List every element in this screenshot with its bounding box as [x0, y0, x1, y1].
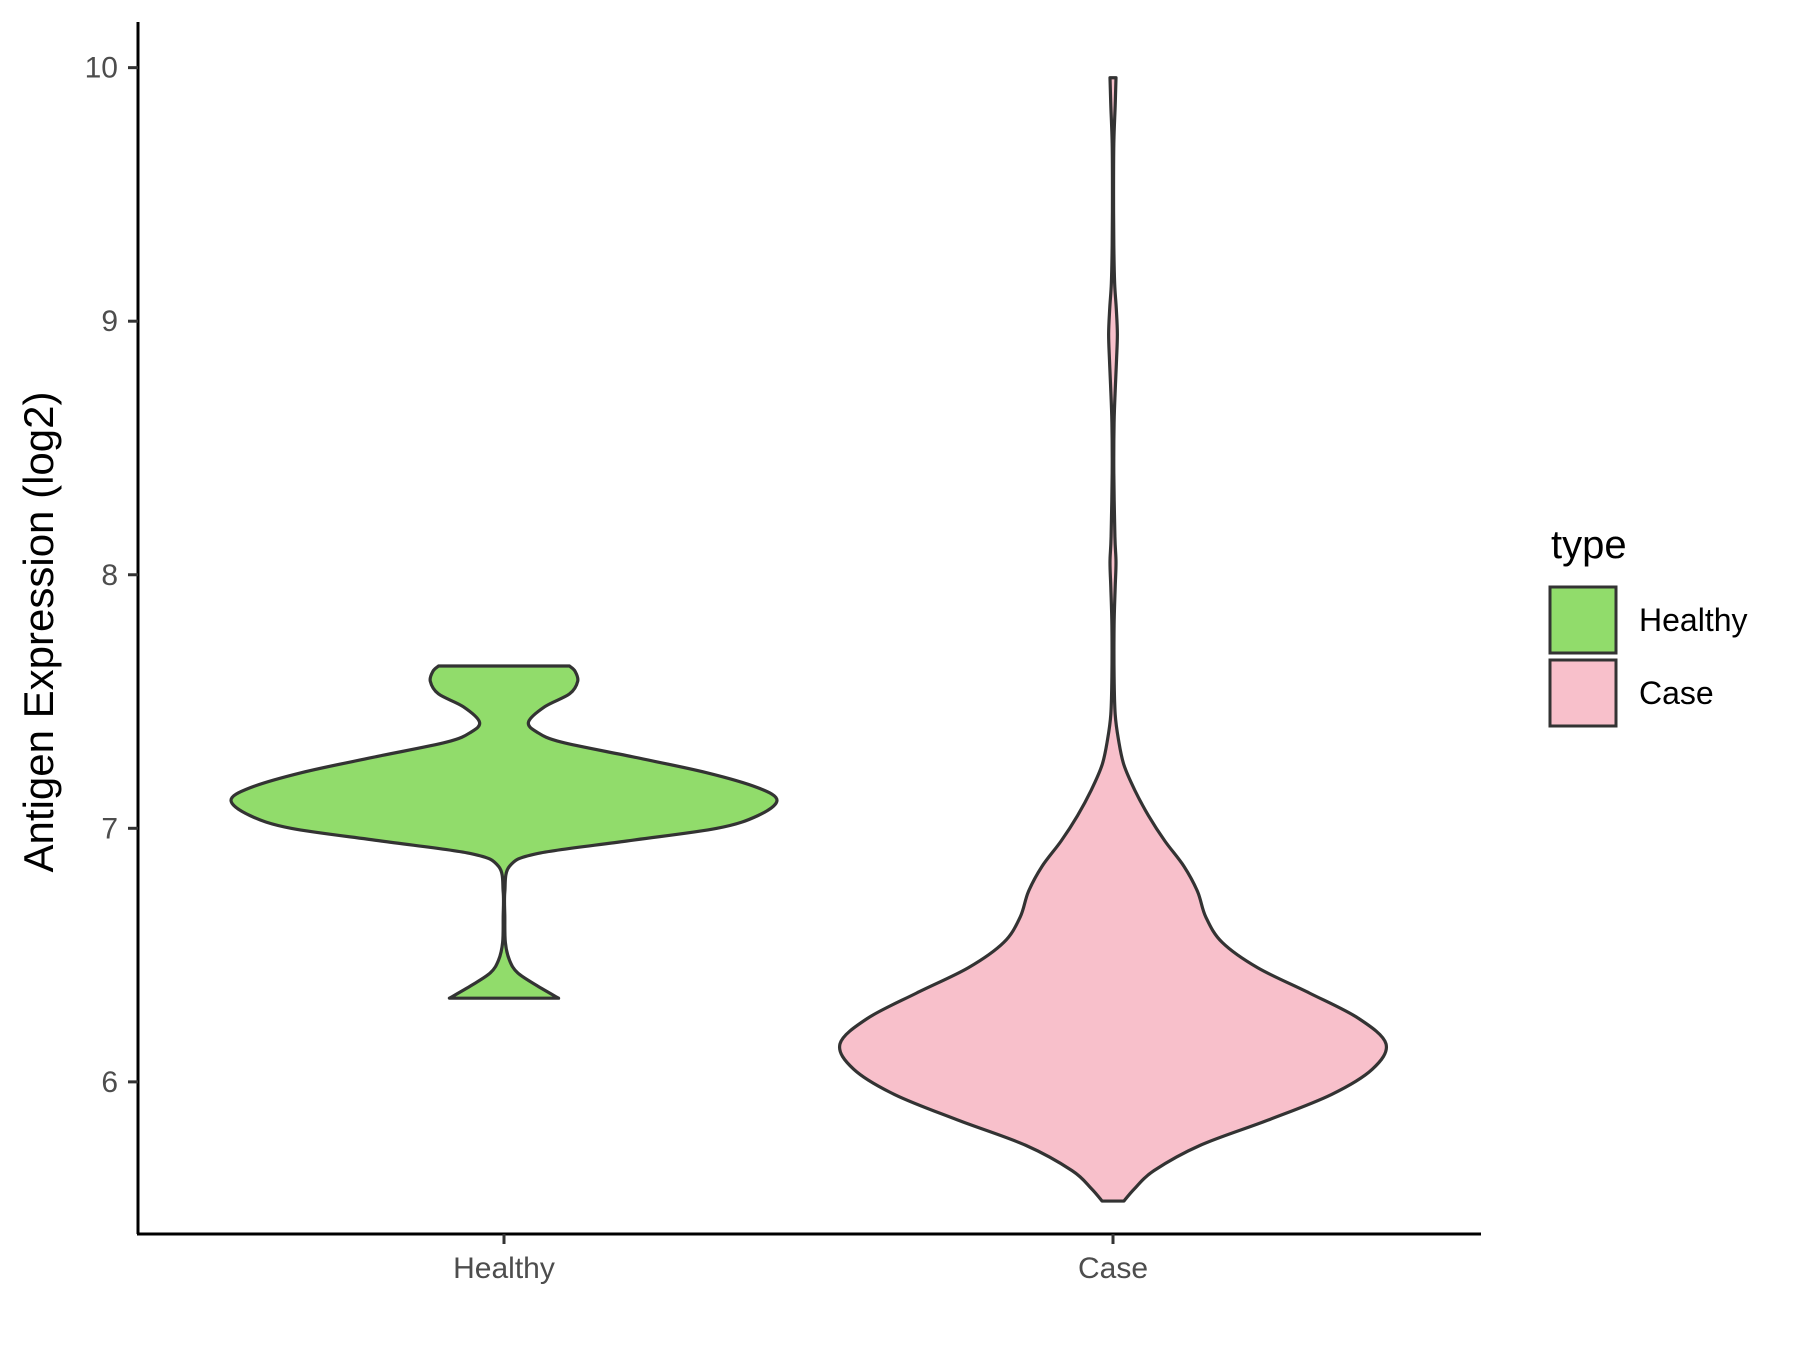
- legend-swatch-healthy: [1548, 585, 1618, 655]
- y-tick-label: 6: [101, 1066, 118, 1099]
- y-tick-label: 10: [85, 52, 118, 85]
- legend-title: type: [1551, 523, 1627, 567]
- legend: type Healthy Case: [1548, 523, 1748, 728]
- y-axis-title: Antigen Expression (log2): [15, 392, 62, 873]
- violin-healthy: [229, 664, 779, 1000]
- legend-label-healthy: Healthy: [1639, 602, 1748, 638]
- legend-label-case: Case: [1639, 675, 1714, 711]
- y-tick-label: 7: [101, 812, 118, 845]
- y-tick-label: 9: [101, 305, 118, 338]
- x-tick-label: Healthy: [453, 1252, 555, 1285]
- legend-swatch-case: [1548, 658, 1618, 728]
- x-tick-label: Case: [1078, 1252, 1148, 1285]
- plot-area: [229, 76, 1389, 1203]
- x-axis-ticks: Healthy Case: [453, 1234, 1148, 1285]
- y-tick-label: 8: [101, 559, 118, 592]
- y-axis-ticks: 6 7 8 9 10: [85, 52, 138, 1099]
- violin-case: [837, 76, 1389, 1203]
- legend-items: Healthy Case: [1548, 585, 1748, 728]
